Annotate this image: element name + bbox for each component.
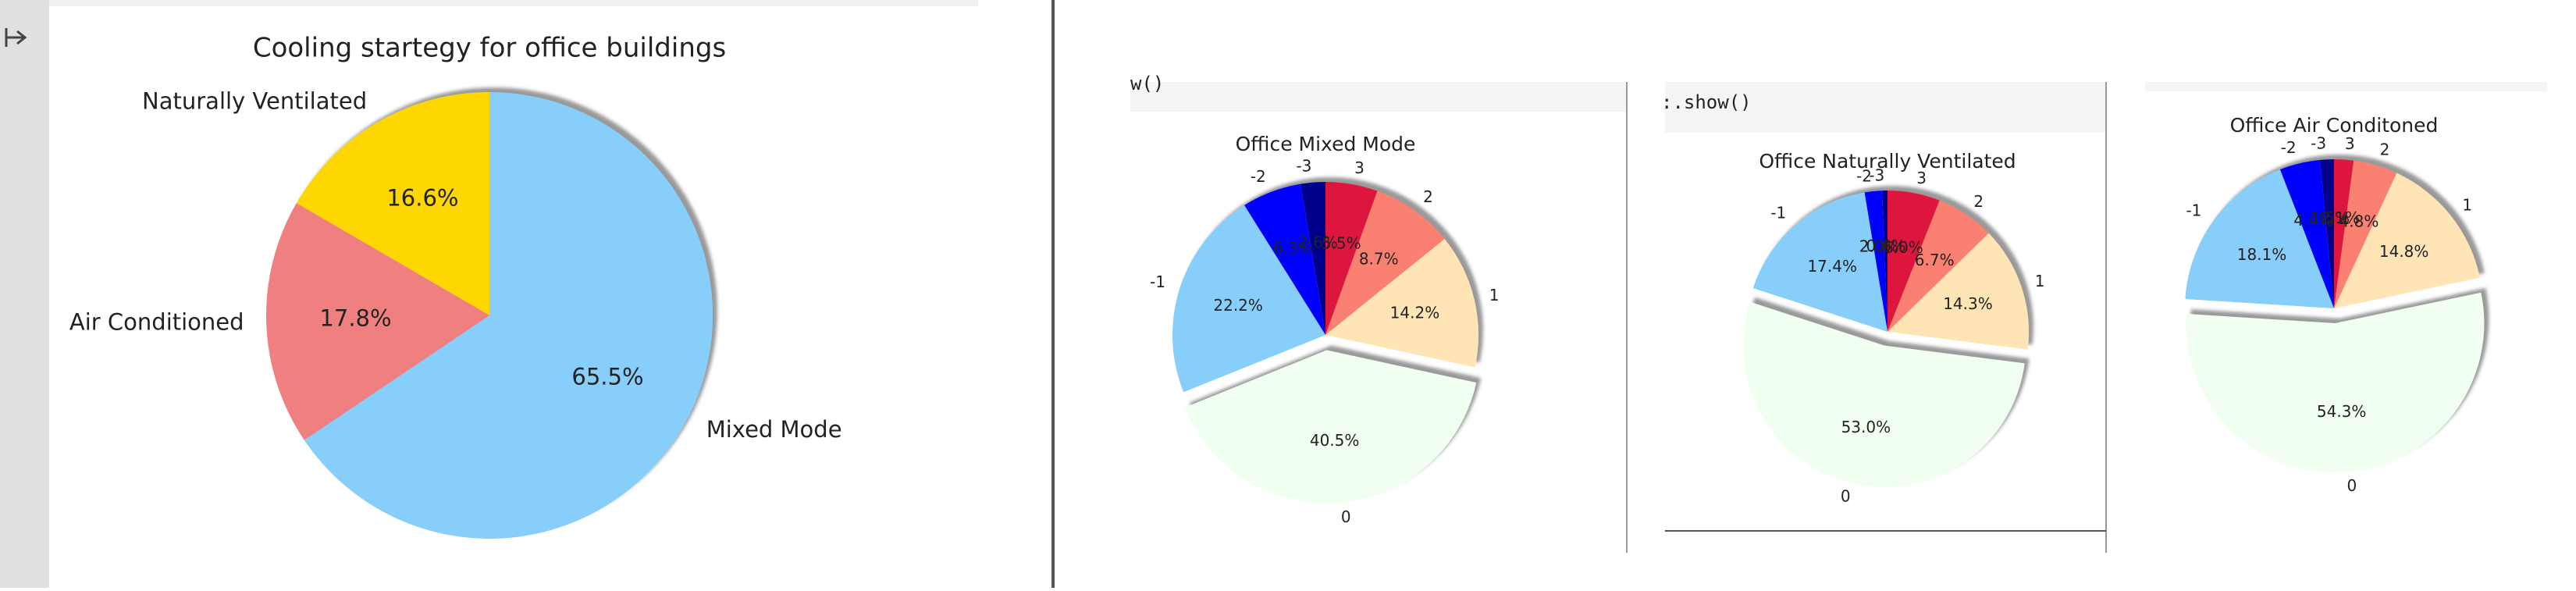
pie-slice (1325, 182, 1378, 335)
pie-slice (1888, 233, 2030, 350)
slice-label: -2 (1856, 166, 1872, 185)
pie-slice (265, 203, 489, 440)
value-label: 22.2% (1213, 296, 1263, 315)
pie-slice (1184, 350, 1477, 504)
slice-label: -1 (2186, 201, 2201, 219)
slice-label: Air Conditioned (69, 308, 244, 335)
slice-label: Mixed Mode (706, 416, 842, 443)
value-label: 14.8% (2379, 242, 2429, 261)
pie-slice (1864, 190, 1888, 332)
slice-label: -1 (1770, 204, 1786, 223)
slice-label: 2 (2380, 141, 2390, 159)
slice-label: -3 (1296, 157, 1311, 176)
pie-slice (1888, 190, 1940, 332)
code-text: :.show() (1661, 91, 1752, 113)
chart-title: Office Mixed Mode (1236, 133, 1416, 155)
value-label: 6.7% (1915, 251, 1955, 269)
pie-slice (2334, 160, 2397, 308)
value-label: 65.5% (571, 364, 643, 390)
slice-label: 0 (1341, 507, 1351, 526)
slice-label: 1 (2462, 196, 2472, 215)
pie-slice (2186, 292, 2485, 473)
pie-slice (1325, 190, 1445, 335)
pie-slice (1172, 205, 1325, 393)
slice-label: -1 (1150, 272, 1165, 291)
pie (2185, 159, 2485, 473)
pie-slice (1325, 238, 1478, 368)
slice-label: 2 (1973, 192, 1984, 211)
pie-slice (2279, 159, 2334, 308)
value-label: 17.4% (1807, 257, 1857, 276)
slice-label: 3 (1354, 158, 1364, 177)
slice-label: -2 (2281, 138, 2297, 157)
code-text: w() (1130, 73, 1164, 94)
slice-label: 1 (1489, 286, 1500, 304)
slice-label: -2 (1251, 167, 1266, 186)
slice-label: Naturally Ventilated (142, 87, 367, 114)
chart-title: Office Naturally Ventilated (1759, 150, 2016, 173)
slice-label: -3 (1869, 166, 1884, 184)
value-label: 4.4% (2293, 211, 2333, 230)
pie-slice (1300, 182, 1325, 335)
code-cell (2145, 82, 2547, 91)
pie-slice (2320, 159, 2334, 308)
slice-label: -3 (2311, 134, 2326, 153)
value-label: 2.0% (1859, 237, 1899, 255)
value-label: 53.0% (1841, 418, 1891, 436)
value-label: 6.3% (1273, 238, 1313, 257)
value-label: 54.3% (2317, 402, 2367, 421)
value-label: 14.3% (1943, 294, 1993, 313)
code-cell (1665, 82, 2106, 133)
value-label: 2.1% (2320, 208, 2360, 227)
slice-label: 3 (2345, 134, 2355, 153)
slice-label: 2 (1423, 187, 1433, 206)
value-label: 1.5% (2310, 208, 2350, 227)
pie-slice (1752, 192, 1888, 332)
slice-label: 3 (1916, 169, 1927, 187)
value-label: 8.7% (1359, 250, 1399, 269)
chart-title: Office Air Conditoned (2230, 114, 2439, 137)
pie-slice (1244, 183, 1325, 335)
value-label: 17.8% (319, 305, 391, 332)
value-label: 18.1% (2237, 245, 2287, 264)
pie (1172, 182, 1478, 504)
pie (1743, 190, 2030, 487)
value-label: 4.8% (2339, 212, 2379, 230)
pie-slice (304, 92, 713, 539)
value-label: 2.6% (1298, 233, 1338, 251)
value-label: 16.6% (386, 184, 458, 211)
pie-slice (1888, 200, 1989, 332)
pie-slice (1743, 301, 2025, 487)
pie (265, 92, 713, 539)
pie-slice (2334, 173, 2480, 308)
chart-title: Cooling startegy for office buildings (253, 33, 726, 64)
pie-slice (2185, 169, 2334, 308)
cell-top (49, 0, 978, 6)
value-label: 0.6% (1866, 237, 1906, 255)
gutter (0, 0, 49, 588)
slice-label: 0 (1841, 486, 1851, 505)
value-label: 14.2% (1390, 303, 1440, 322)
output-icon (5, 28, 27, 47)
pie-slice (1882, 190, 1888, 332)
value-label: 40.5% (1310, 431, 1360, 450)
value-label: 5.5% (1322, 234, 1361, 253)
value-label: 6.0% (1884, 238, 1923, 257)
pie-slice (296, 92, 489, 315)
code-cell (1130, 82, 1626, 112)
slice-label: 1 (2035, 272, 2045, 290)
slice-label: 0 (2347, 476, 2357, 495)
pie-slice (2334, 159, 2354, 308)
